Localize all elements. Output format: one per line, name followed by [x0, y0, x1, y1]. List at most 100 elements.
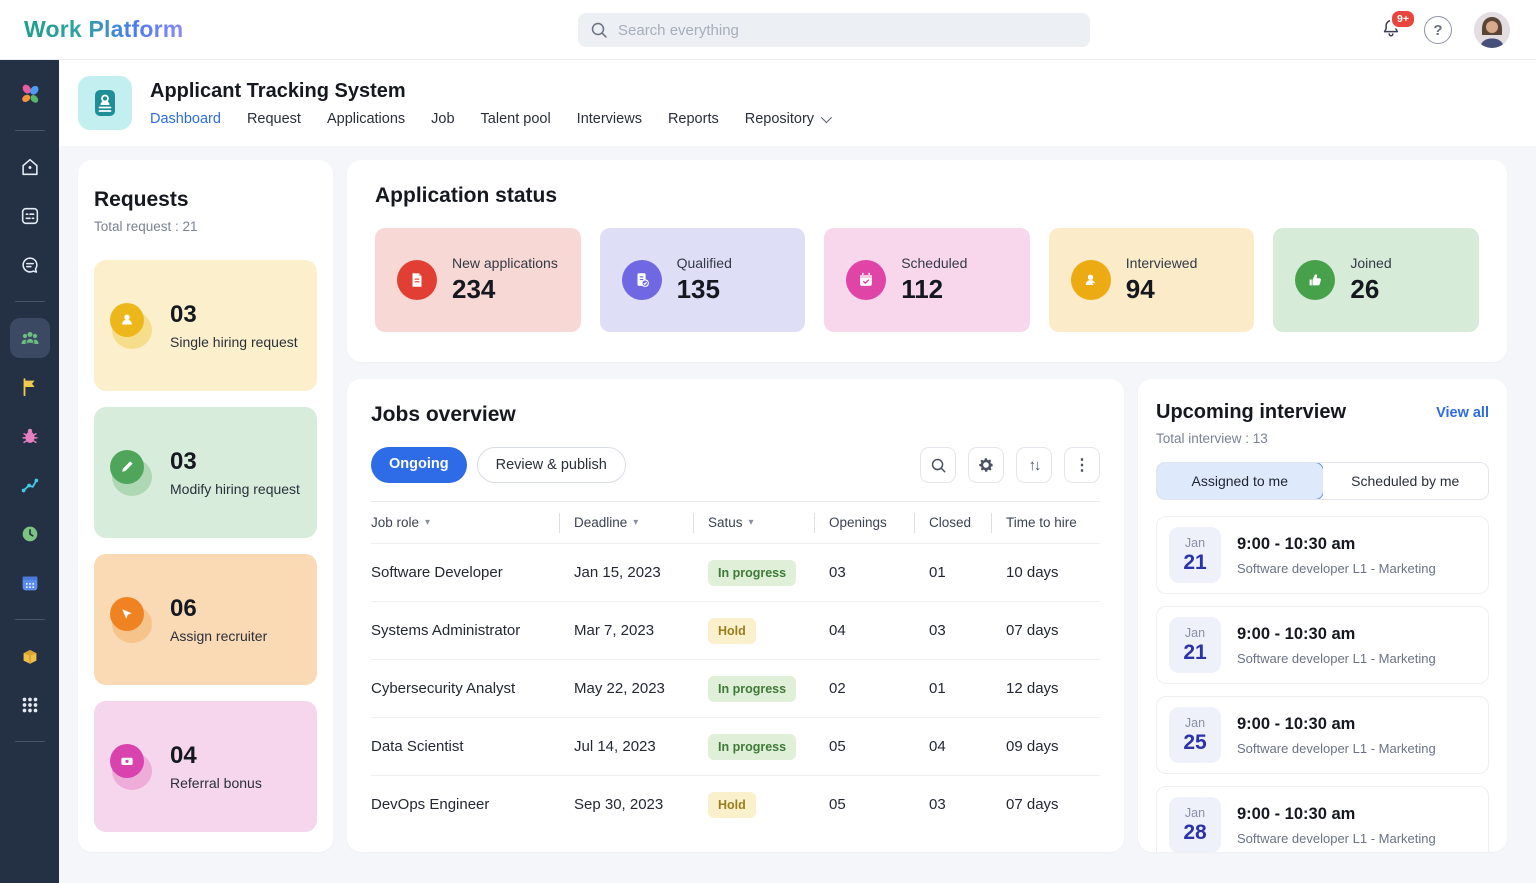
status-card-joined[interactable]: Joined 26 — [1273, 228, 1479, 332]
column-header-closed[interactable]: Closed — [929, 513, 992, 533]
deadline-cell: Jul 14, 2023 — [574, 738, 708, 755]
column-header-status[interactable]: Satus — [708, 513, 815, 533]
status-label: Qualified — [677, 255, 732, 271]
request-count: 03 — [170, 301, 298, 329]
tab-reports[interactable]: Reports — [668, 111, 719, 127]
column-header-job-role[interactable]: Job role — [371, 513, 560, 533]
table-row[interactable]: DevOps Engineer Sep 30, 2023 Hold 05 03 … — [371, 775, 1100, 833]
request-card-modify-hiring[interactable]: 03 Modify hiring request — [94, 407, 317, 538]
filter-ongoing[interactable]: Ongoing — [371, 447, 467, 483]
column-header-openings[interactable]: Openings — [829, 513, 915, 533]
sidebar-item-trend[interactable] — [10, 465, 50, 505]
sidebar-item-flag[interactable] — [10, 367, 50, 407]
tab-repository[interactable]: Repository — [745, 111, 829, 127]
help-button[interactable]: ? — [1424, 16, 1452, 44]
chevron-down-icon — [821, 111, 832, 122]
sidebar-item-calendar[interactable] — [10, 563, 50, 603]
avatar-image — [1474, 12, 1510, 48]
tab-interviews[interactable]: Interviews — [577, 111, 642, 127]
status-card-new-applications[interactable]: New applications 234 — [375, 228, 581, 332]
sidebar-item-tasks[interactable] — [10, 196, 50, 236]
filter-review-publish[interactable]: Review & publish — [477, 447, 626, 483]
interview-time: 9:00 - 10:30 am — [1237, 625, 1436, 644]
interview-role: Software developer L1 - Marketing — [1237, 561, 1436, 576]
global-search[interactable] — [578, 13, 1090, 47]
pencil-icon — [110, 450, 144, 484]
status-card-interviewed[interactable]: Interviewed 94 — [1049, 228, 1255, 332]
table-row[interactable]: Cybersecurity Analyst May 22, 2023 In pr… — [371, 659, 1100, 717]
job-role-cell: Data Scientist — [371, 738, 574, 755]
tab-dashboard[interactable]: Dashboard — [150, 111, 221, 127]
date-badge: Jan 21 — [1169, 527, 1221, 583]
tab-job[interactable]: Job — [431, 111, 454, 127]
ticket-icon — [110, 744, 144, 778]
table-row[interactable]: Systems Administrator Mar 7, 2023 Hold 0… — [371, 601, 1100, 659]
tab-assigned-to-me[interactable]: Assigned to me — [1156, 462, 1324, 500]
closed-cell: 04 — [929, 738, 1006, 755]
user-avatar[interactable] — [1474, 12, 1510, 48]
list-item[interactable]: Jan 21 9:00 - 10:30 am Software develope… — [1156, 516, 1489, 594]
app-header: Applicant Tracking System Dashboard Requ… — [59, 60, 1536, 146]
table-sort-button[interactable]: ↑↓ — [1016, 447, 1052, 483]
sidebar-item-package[interactable] — [10, 636, 50, 676]
status-card-qualified[interactable]: Qualified 135 — [600, 228, 806, 332]
tab-request[interactable]: Request — [247, 111, 301, 127]
notifications-button[interactable]: 9+ — [1380, 17, 1402, 44]
kebab-menu-icon: ⋮ — [1074, 455, 1090, 475]
view-all-link[interactable]: View all — [1436, 405, 1489, 421]
clock-icon — [19, 523, 41, 545]
status-badge: Hold — [708, 792, 756, 818]
app-icon — [78, 76, 132, 130]
badge-id-icon — [88, 86, 122, 120]
requests-subtitle: Total request : 21 — [94, 219, 317, 234]
table-settings-button[interactable] — [968, 447, 1004, 483]
sidebar-item-bug[interactable] — [10, 416, 50, 456]
logo[interactable]: Work Platform — [24, 16, 183, 43]
person-icon — [110, 303, 144, 337]
sidebar-item-chat[interactable] — [10, 245, 50, 285]
status-badge: In progress — [708, 734, 796, 760]
column-header-time-to-hire[interactable]: Time to hire — [1006, 513, 1086, 533]
list-item[interactable]: Jan 25 9:00 - 10:30 am Software develope… — [1156, 696, 1489, 774]
request-card-assign-recruiter[interactable]: 06 Assign recruiter — [94, 554, 317, 685]
sidebar-item-home[interactable] — [10, 147, 50, 187]
sidebar-item-clock[interactable] — [10, 514, 50, 554]
jobs-overview-panel: Jobs overview Ongoing Review & publish — [347, 379, 1124, 852]
request-card-referral-bonus[interactable]: 04 Referral bonus — [94, 701, 317, 832]
sidebar — [0, 60, 59, 883]
table-row[interactable]: Data Scientist Jul 14, 2023 In progress … — [371, 717, 1100, 775]
tab-applications[interactable]: Applications — [327, 111, 405, 127]
sidebar-item-team[interactable] — [10, 318, 50, 358]
request-card-single-hiring[interactable]: 03 Single hiring request — [94, 260, 317, 391]
bug-icon — [19, 425, 41, 447]
search-input[interactable] — [618, 22, 1078, 39]
table-search-button[interactable] — [920, 447, 956, 483]
table-more-button[interactable]: ⋮ — [1064, 447, 1100, 483]
interview-time: 9:00 - 10:30 am — [1237, 805, 1436, 824]
deadline-cell: May 22, 2023 — [574, 680, 708, 697]
job-role-cell: DevOps Engineer — [371, 796, 574, 813]
tab-scheduled-by-me[interactable]: Scheduled by me — [1323, 463, 1489, 499]
list-item[interactable]: Jan 28 9:00 - 10:30 am Software develope… — [1156, 786, 1489, 852]
sidebar-divider — [15, 301, 45, 302]
job-role-cell: Software Developer — [371, 564, 574, 581]
deadline-cell: Sep 30, 2023 — [574, 796, 708, 813]
page: Work Platform 9+ ? — [0, 0, 1536, 883]
application-status-panel: Application status New applications 234 — [347, 160, 1507, 362]
application-status-title: Application status — [375, 184, 1479, 208]
top-bar: Work Platform 9+ ? — [0, 0, 1536, 60]
openings-cell: 04 — [829, 622, 929, 639]
status-value: 112 — [901, 274, 967, 305]
jobs-toolbar: Ongoing Review & publish ↑↓ — [371, 447, 1100, 483]
person-check-icon — [1071, 260, 1111, 300]
time-to-hire-cell: 07 days — [1006, 622, 1100, 639]
sidebar-item-logo[interactable] — [10, 74, 50, 114]
topbar-actions: 9+ ? — [1380, 0, 1510, 60]
tab-talent-pool[interactable]: Talent pool — [481, 111, 551, 127]
table-row[interactable]: Software Developer Jan 15, 2023 In progr… — [371, 543, 1100, 601]
status-card-scheduled[interactable]: Scheduled 112 — [824, 228, 1030, 332]
status-label: Joined — [1350, 255, 1391, 271]
column-header-deadline[interactable]: Deadline — [574, 513, 694, 533]
list-item[interactable]: Jan 21 9:00 - 10:30 am Software develope… — [1156, 606, 1489, 684]
sidebar-item-apps[interactable] — [10, 685, 50, 725]
